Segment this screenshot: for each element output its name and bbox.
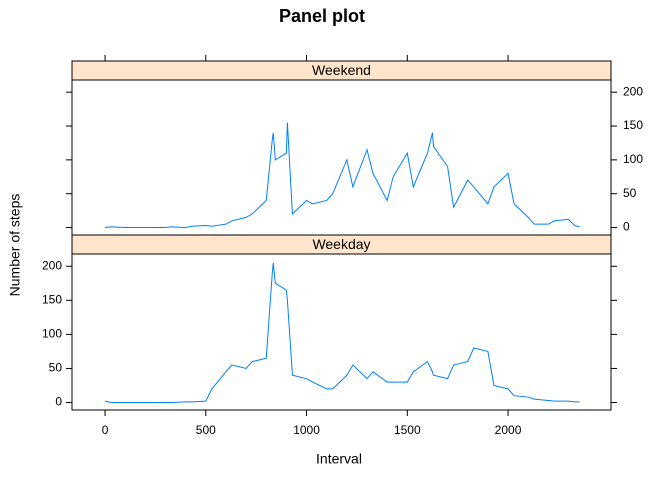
y-tick-label: 150 bbox=[42, 292, 62, 306]
y-tick-label: 0 bbox=[55, 395, 62, 409]
strip-label: Weekend bbox=[312, 62, 371, 78]
x-tick-label: 0 bbox=[102, 423, 109, 437]
x-tick-label: 1500 bbox=[394, 423, 421, 437]
x-tick-label: 500 bbox=[196, 423, 216, 437]
x-tick-label: 2000 bbox=[495, 423, 522, 437]
line-series bbox=[104, 262, 580, 404]
y-tick-label: 50 bbox=[49, 361, 63, 375]
panel bbox=[71, 79, 612, 236]
chart-title: Panel plot bbox=[279, 6, 365, 26]
y-tick-label: 200 bbox=[623, 84, 643, 98]
y-tick-label: 100 bbox=[42, 327, 62, 341]
y-tick-label: 200 bbox=[42, 258, 62, 272]
y-tick-label: 50 bbox=[623, 186, 637, 200]
line-series bbox=[104, 122, 580, 229]
x-tick-label: 1000 bbox=[293, 423, 320, 437]
y-axis-label: Number of steps bbox=[7, 194, 23, 297]
y-tick-label: 0 bbox=[623, 220, 630, 234]
y-tick-label: 100 bbox=[623, 152, 643, 166]
strip-label: Weekday bbox=[312, 236, 370, 252]
y-tick-label: 150 bbox=[623, 118, 643, 132]
panel bbox=[71, 253, 612, 411]
x-axis-label: Interval bbox=[316, 451, 362, 467]
